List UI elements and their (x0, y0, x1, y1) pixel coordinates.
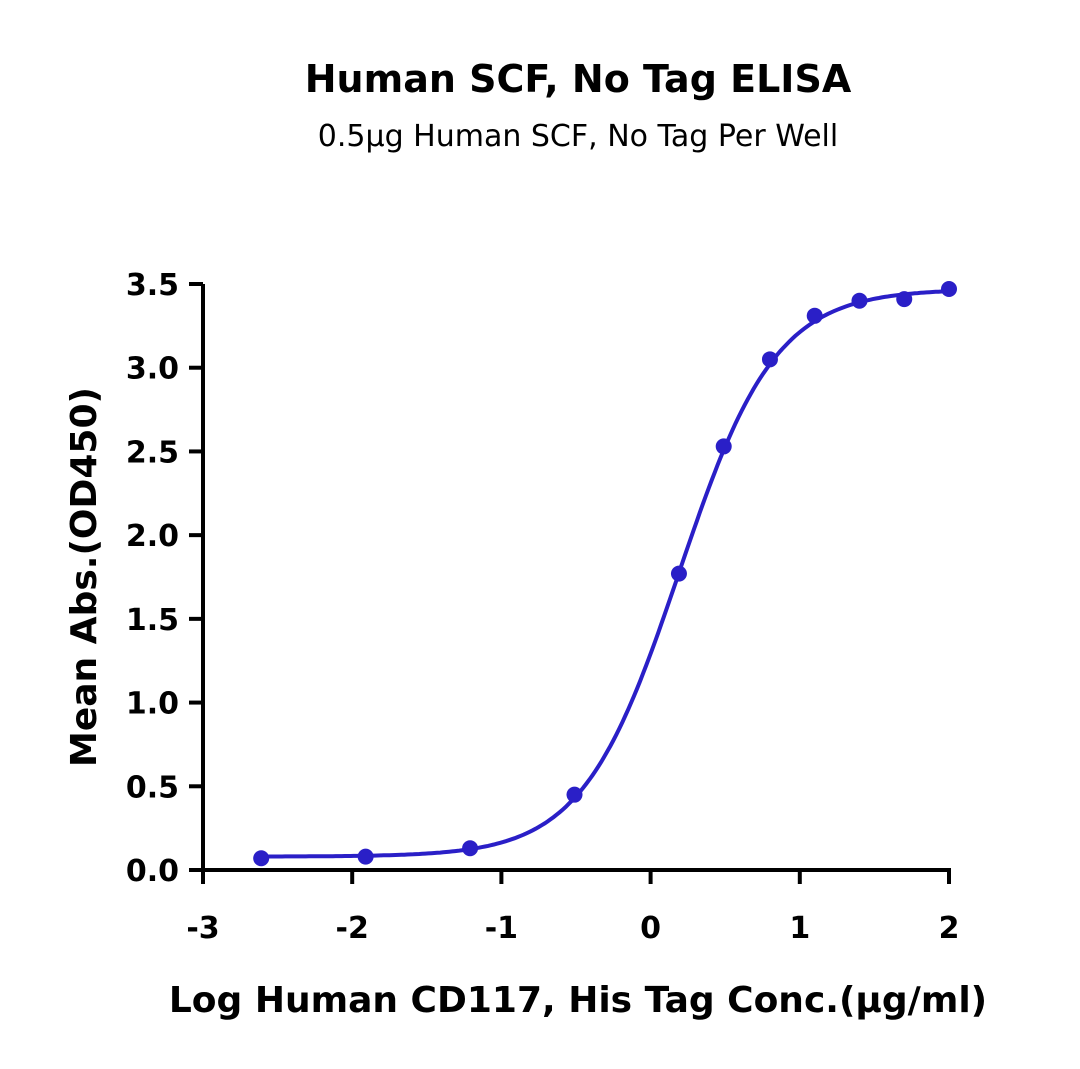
data-point (715, 438, 732, 455)
y-tick-label: 0.0 (126, 854, 179, 889)
y-tick-label: 2.5 (126, 435, 179, 470)
chart-subtitle: 0.5μg Human SCF, No Tag Per Well (318, 119, 838, 154)
y-tick-label: 1.5 (126, 603, 179, 638)
x-tick-label: 1 (789, 911, 810, 946)
data-point (941, 281, 957, 298)
x-tick-label: 0 (640, 911, 661, 946)
y-tick-label: 3.0 (126, 352, 179, 387)
x-tick-label: 2 (939, 911, 960, 946)
y-tick-label: 0.5 (126, 770, 179, 805)
x-axis-label: Log Human CD117, His Tag Conc.(μg/ml) (169, 980, 987, 1021)
data-point (896, 291, 913, 308)
x-tick-label: -3 (186, 911, 219, 946)
data-point (357, 848, 374, 865)
fit-curve (261, 289, 948, 859)
y-tick-label: 1.0 (126, 687, 179, 722)
x-tick-label: -2 (336, 911, 369, 946)
y-axis-label: Mean Abs.(OD450) (64, 387, 105, 767)
data-point (806, 307, 823, 324)
data-point (761, 351, 778, 368)
data-point (851, 292, 868, 309)
x-tick-label: -1 (485, 911, 518, 946)
data-point (566, 786, 583, 803)
y-tick-label: 2.0 (126, 519, 179, 554)
data-point (462, 840, 479, 857)
y-tick-label: 3.5 (126, 268, 179, 303)
data-point (670, 565, 687, 582)
chart-title: Human SCF, No Tag ELISA (305, 57, 852, 101)
data-point (253, 850, 270, 867)
